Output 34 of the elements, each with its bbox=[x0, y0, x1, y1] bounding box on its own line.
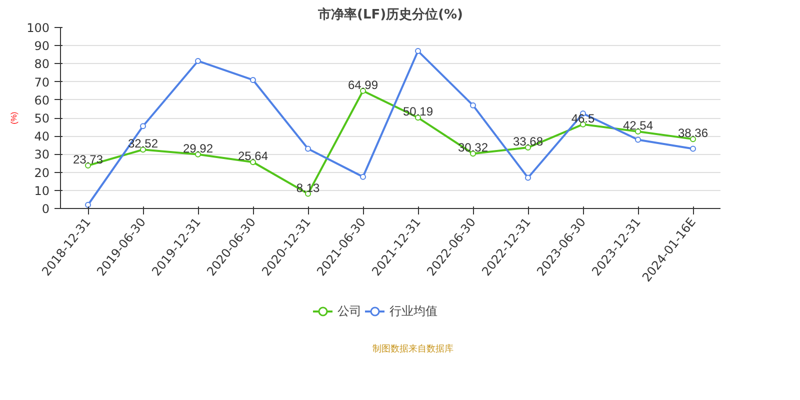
point bbox=[470, 102, 476, 108]
legend-label: 行业均值 bbox=[390, 302, 438, 320]
y-tick-label: 80 bbox=[34, 57, 50, 72]
point bbox=[140, 123, 146, 130]
point bbox=[85, 202, 91, 208]
y-axis-title: (%) bbox=[10, 111, 19, 124]
data-label: 25.64 bbox=[238, 149, 268, 164]
point bbox=[415, 48, 421, 54]
chart-title: 市净率(LF)历史分位(%) bbox=[317, 6, 463, 22]
y-tick-label: 0 bbox=[42, 202, 50, 216]
data-label: 38.36 bbox=[678, 126, 708, 140]
y-tick-label: 50 bbox=[34, 112, 50, 126]
point bbox=[690, 146, 696, 152]
y-tick-label: 20 bbox=[34, 166, 50, 180]
y-tick-label: 30 bbox=[34, 148, 50, 162]
data-label: 33.68 bbox=[512, 134, 544, 149]
y-tick-label: 40 bbox=[34, 130, 50, 144]
point bbox=[250, 76, 256, 83]
y-tick-label: 100 bbox=[26, 21, 50, 35]
point bbox=[635, 136, 641, 143]
text: 制图数据来自数据库 bbox=[372, 344, 454, 354]
y-tick-label: 70 bbox=[34, 75, 50, 90]
y-tick-label: 90 bbox=[34, 39, 50, 54]
point bbox=[305, 146, 311, 152]
data-label: 23.73 bbox=[72, 152, 104, 167]
data-label: 42.54 bbox=[622, 118, 654, 133]
point bbox=[525, 174, 531, 181]
legend-label: 公司 bbox=[338, 302, 362, 320]
y-tick-label: 60 bbox=[34, 93, 50, 108]
data-label: 29.92 bbox=[182, 141, 214, 156]
point bbox=[195, 58, 201, 64]
point bbox=[360, 174, 366, 180]
data-label: 64.99 bbox=[348, 78, 378, 92]
y-tick-label: 10 bbox=[34, 184, 50, 198]
